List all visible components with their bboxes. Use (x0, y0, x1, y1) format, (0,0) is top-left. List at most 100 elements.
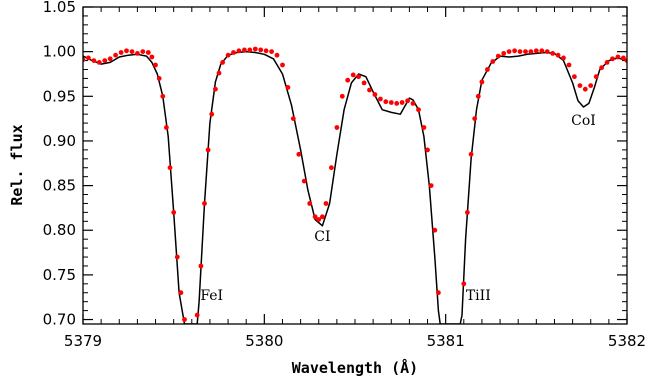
observed-point (171, 210, 177, 215)
observed-point (577, 83, 583, 88)
x-tick-label: 5381 (427, 332, 465, 350)
observed-spectrum-points (83, 46, 627, 322)
observed-point (320, 214, 325, 220)
y-tick-label: 0.75 (43, 266, 76, 284)
observed-point (615, 54, 621, 60)
y-tick-label: 1.00 (43, 43, 76, 61)
observed-point (517, 49, 523, 54)
model-spectrum-line (83, 50, 627, 324)
observed-point (316, 217, 322, 222)
observed-point (182, 317, 187, 322)
y-tick-labels: 0.70 0.75 0.80 0.85 0.90 0.95 1.00 1.05 (43, 0, 76, 329)
observed-point (555, 52, 561, 58)
observed-point (102, 58, 108, 63)
observed-point (252, 46, 258, 52)
observed-point (410, 101, 416, 106)
observed-point (263, 48, 269, 54)
observed-point (582, 86, 588, 92)
observed-point (461, 281, 467, 287)
observed-point (198, 263, 204, 269)
observed-point (394, 101, 400, 106)
x-tick-labels: 5379 5380 5381 5382 (64, 332, 646, 350)
y-axis-label: Rel. flux (8, 124, 26, 205)
observed-point (472, 116, 478, 121)
observed-point (167, 165, 173, 171)
y-tick-label: 0.95 (43, 87, 76, 105)
observed-point (350, 72, 356, 78)
observed-point (533, 48, 539, 54)
observed-point (506, 49, 512, 54)
plot-area (83, 46, 627, 324)
observed-point (523, 49, 528, 54)
observed-point (501, 51, 507, 56)
y-tick-label: 1.05 (43, 0, 76, 16)
observed-point (468, 151, 474, 157)
y-tick-label: 0.80 (43, 221, 76, 239)
observed-point (550, 51, 556, 56)
observed-point (285, 85, 291, 90)
observed-point (145, 50, 151, 55)
observed-point (367, 87, 372, 93)
observed-point (372, 92, 378, 97)
observed-point (539, 48, 545, 54)
line-label: TiII (466, 288, 491, 304)
observed-point (178, 290, 184, 296)
observed-point (588, 83, 594, 88)
observed-point (247, 47, 253, 53)
observed-point (425, 147, 430, 153)
observed-point (383, 99, 389, 105)
observed-point (604, 60, 610, 65)
observed-point (290, 116, 296, 121)
y-tick-label: 0.85 (43, 177, 76, 195)
line-label: CoI (571, 113, 596, 129)
observed-point (561, 55, 566, 61)
observed-point (610, 56, 615, 62)
observed-point (599, 65, 604, 71)
observed-point (436, 290, 441, 296)
observed-point (113, 52, 118, 58)
observed-point (307, 201, 313, 206)
observed-point (236, 48, 242, 54)
observed-point (593, 74, 599, 80)
observed-point (416, 107, 421, 113)
observed-point (329, 165, 334, 171)
observed-point (356, 74, 361, 80)
observed-point (485, 67, 490, 72)
observed-point (209, 111, 215, 117)
observed-point (269, 49, 274, 54)
observed-point (339, 93, 345, 99)
axis-ticks (82, 6, 628, 324)
observed-point (301, 178, 307, 184)
line-label: FeI (200, 288, 223, 304)
observed-point (231, 50, 236, 55)
x-axis-label: Wavelength (Å) (292, 358, 418, 377)
observed-point (621, 55, 626, 61)
observed-point (312, 214, 318, 220)
observed-point (205, 147, 211, 153)
observed-point (164, 125, 169, 130)
observed-point (296, 151, 302, 157)
observed-point (544, 49, 550, 54)
observed-point (129, 49, 135, 54)
observed-point (465, 210, 470, 215)
observed-point (91, 58, 97, 63)
observed-point (334, 125, 340, 130)
observed-point (475, 93, 481, 99)
observed-point (566, 62, 572, 68)
y-tick-label: 0.90 (43, 132, 76, 150)
observed-point (280, 62, 285, 68)
observed-point (174, 254, 180, 260)
observed-point (378, 96, 383, 102)
plot-frame (82, 6, 628, 325)
observed-point (107, 56, 113, 62)
observed-point (528, 49, 534, 54)
observed-point (399, 100, 405, 105)
observed-point (323, 201, 329, 206)
observed-point (213, 86, 218, 92)
x-tick-label: 5380 (245, 332, 283, 350)
observed-point (361, 80, 367, 86)
observed-point (345, 77, 351, 83)
observed-point (156, 76, 162, 81)
observed-point (160, 93, 166, 99)
